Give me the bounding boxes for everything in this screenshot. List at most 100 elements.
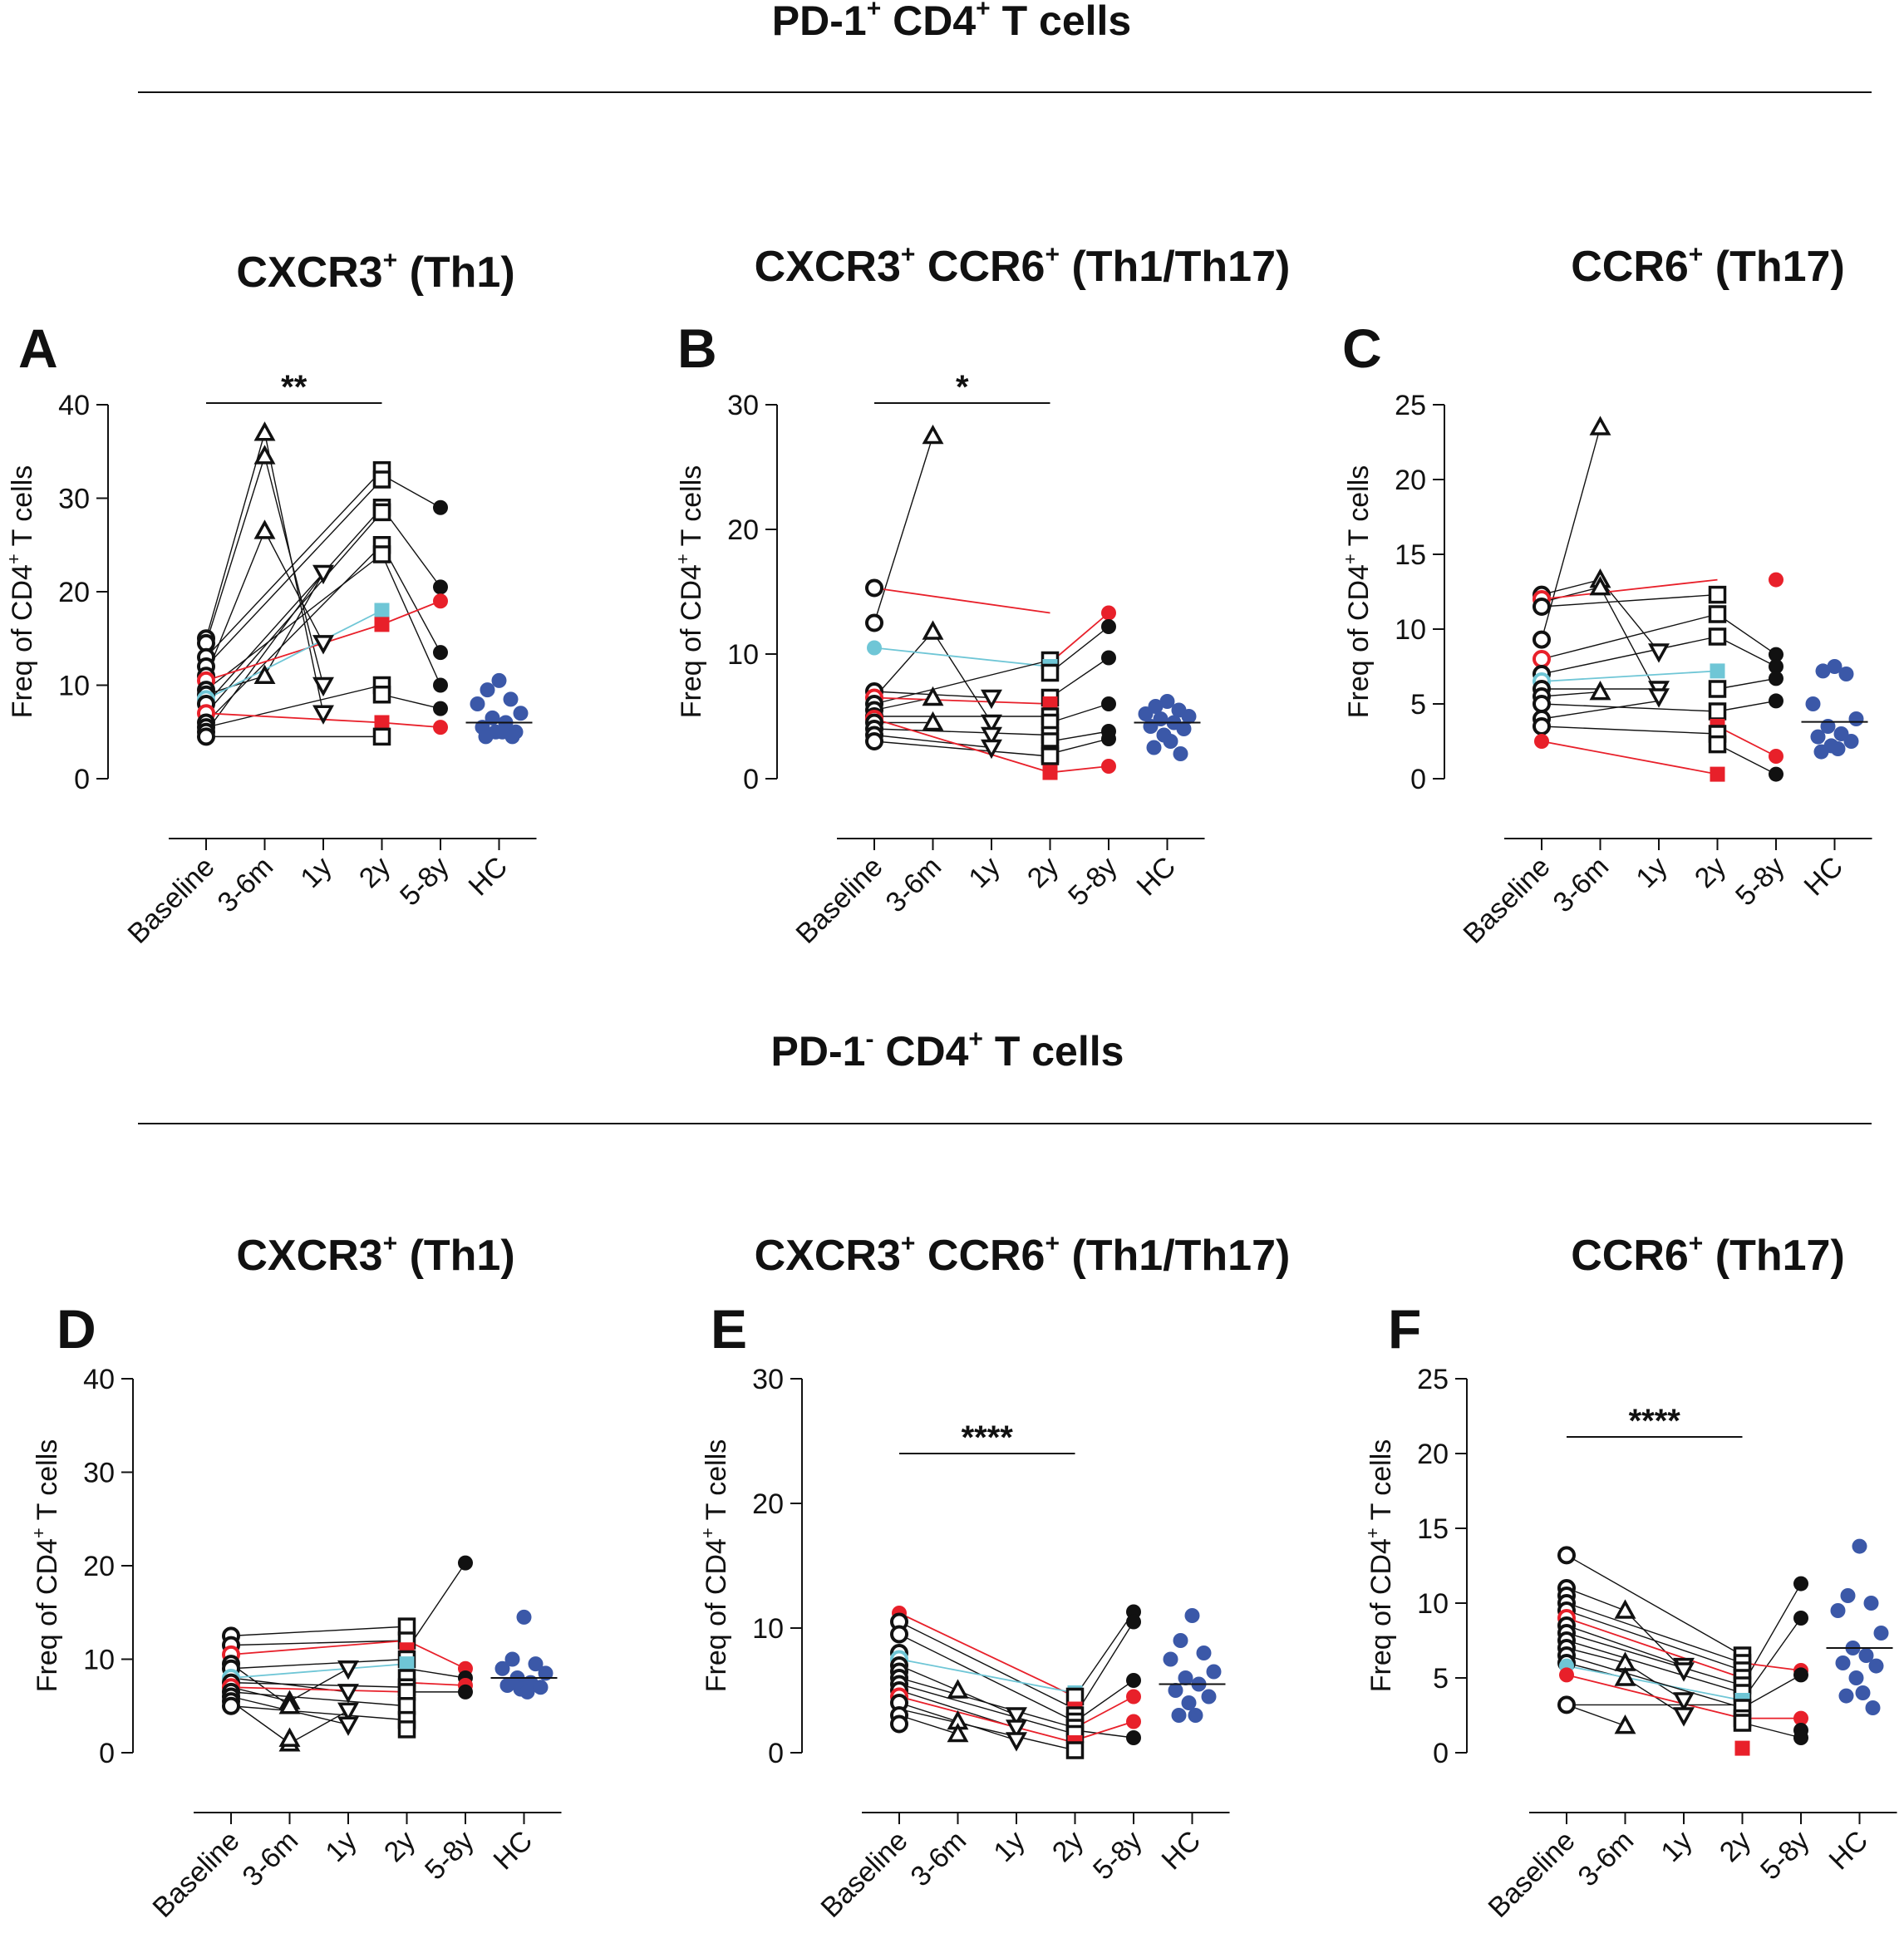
point-circle-filled	[1769, 671, 1783, 686]
point-circle-open	[1533, 630, 1551, 649]
connector-line	[898, 1658, 1075, 1694]
x-tick-label: HC	[1798, 851, 1850, 903]
connector-line	[1541, 613, 1718, 660]
connector-line	[1742, 1722, 1802, 1739]
connector-line	[1541, 636, 1718, 675]
connector-line	[1541, 578, 1601, 596]
connector-line	[1566, 1655, 1743, 1709]
point-circle-filled	[1769, 766, 1783, 782]
connector-line	[230, 1700, 290, 1744]
connector-line	[1566, 1640, 1743, 1694]
point-circle-filled	[433, 499, 448, 515]
point-triangle-down	[981, 726, 1002, 747]
hc-point	[1146, 740, 1162, 755]
y-tick-label: 0	[1433, 1738, 1449, 1769]
point-triangle-down	[312, 635, 334, 655]
connector-line	[898, 1695, 1075, 1744]
connector-line	[898, 1714, 958, 1735]
panel-letter: A	[18, 317, 58, 379]
connector-line	[873, 718, 1050, 774]
connector-line	[1050, 657, 1109, 699]
panel-letter: F	[1388, 1298, 1421, 1360]
point-triangle-down	[981, 739, 1002, 760]
connector-line	[1566, 1665, 1743, 1701]
point-triangle-down	[1673, 1662, 1695, 1682]
y-axis-label: Freq of CD4+ T cells	[3, 465, 38, 719]
hc-point	[1196, 1646, 1212, 1660]
point-triangle-down	[1673, 1707, 1695, 1727]
connector-line	[205, 432, 266, 639]
point-square-filled	[374, 617, 390, 632]
hc-point	[480, 682, 495, 698]
point-square-open	[372, 686, 391, 704]
significance-label: ****	[962, 1419, 1014, 1456]
hc-point	[1840, 1588, 1856, 1603]
y-tick-label: 10	[752, 1613, 784, 1645]
hc-point	[1830, 741, 1846, 756]
hc-point	[1858, 1648, 1874, 1663]
connector-line	[898, 1621, 1075, 1710]
point-circle-filled	[1793, 1710, 1808, 1726]
point-triangle-down	[312, 676, 334, 697]
connector-line	[1566, 1602, 1743, 1664]
point-circle-filled	[1126, 1714, 1141, 1729]
point-triangle-down	[1673, 1692, 1695, 1712]
hc-point	[1168, 1683, 1183, 1698]
connector-line	[1717, 613, 1777, 656]
point-square-open	[1708, 702, 1727, 721]
connector-line	[205, 455, 266, 644]
hc-point	[1855, 1685, 1871, 1700]
point-circle-open	[1533, 650, 1551, 668]
point-triangle-down	[312, 564, 334, 585]
y-tick-label: 0	[99, 1738, 115, 1769]
x-tick-label: 2y	[353, 851, 396, 894]
point-triangle-up	[922, 711, 944, 731]
point-square-open	[397, 1720, 416, 1739]
connector-line	[406, 1681, 466, 1686]
x-tick-label: 1y	[319, 1825, 362, 1868]
connector-line	[205, 530, 266, 676]
connector-line	[1541, 670, 1718, 682]
point-circle-filled	[1126, 1730, 1141, 1745]
point-circle-filled	[1769, 572, 1783, 588]
hc-point	[1838, 667, 1854, 681]
point-triangle-down	[337, 1684, 359, 1704]
hc-point	[1163, 734, 1178, 749]
connector-line	[230, 1640, 407, 1655]
connector-line	[1075, 1695, 1134, 1729]
x-tick-label: 3-6m	[880, 851, 948, 919]
hc-point	[519, 1684, 535, 1700]
connector-line	[1717, 677, 1777, 690]
point-square-open	[372, 545, 391, 563]
hc-point	[1206, 1664, 1222, 1680]
x-tick-label: 1y	[1655, 1825, 1698, 1868]
hc-point	[1138, 706, 1154, 721]
point-square-open	[1065, 1741, 1085, 1759]
connector-line	[873, 587, 1050, 614]
connector-line	[406, 1668, 466, 1679]
point-circle-open	[1533, 695, 1551, 713]
connector-line	[873, 740, 1050, 757]
hc-point	[1813, 744, 1829, 760]
point-circle-filled	[433, 701, 448, 716]
connector-line	[1566, 1704, 1626, 1727]
connector-line	[381, 600, 441, 626]
x-tick-label: 3-6m	[905, 1825, 973, 1893]
connector-line	[898, 1677, 1075, 1729]
y-axis-label: Freq of CD4+ T cells	[697, 1439, 732, 1693]
connector-line	[1566, 1625, 1685, 1667]
connector-line	[1541, 426, 1601, 640]
x-tick-label: 3-6m	[212, 851, 280, 919]
point-square-filled	[1710, 766, 1725, 782]
y-tick-label: 0	[74, 764, 90, 795]
hc-point	[538, 1665, 553, 1681]
y-tick-label: 10	[1395, 614, 1426, 646]
point-triangle-up	[1614, 1666, 1636, 1686]
connector-line	[1050, 738, 1109, 755]
connector-line	[230, 1626, 407, 1637]
point-circle-filled	[1101, 759, 1116, 774]
point-triangle-down	[337, 1660, 359, 1680]
connector-line	[205, 573, 324, 733]
point-circle-filled	[1126, 1673, 1141, 1688]
panel-d: D CXCR3+ (Th1) 0 10 20 30 40 Freq of CD4+ T cel…	[28, 1230, 562, 1924]
